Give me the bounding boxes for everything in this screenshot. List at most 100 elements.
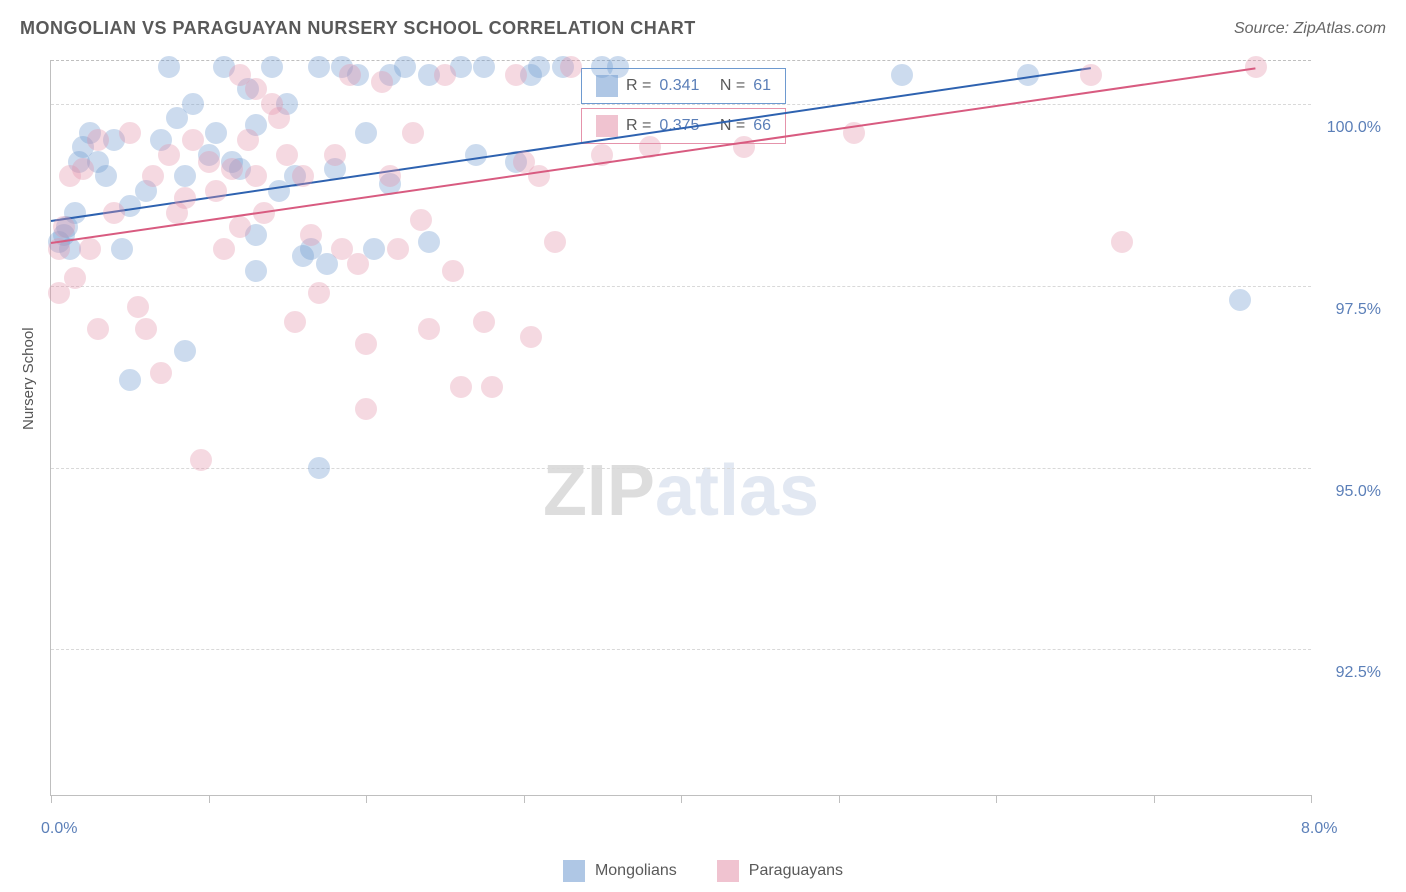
scatter-point bbox=[135, 318, 157, 340]
y-tick-label: 97.5% bbox=[1336, 301, 1381, 319]
scatter-point bbox=[300, 224, 322, 246]
legend-item-paraguayans: Paraguayans bbox=[717, 860, 843, 882]
n-value-paraguayans: 66 bbox=[753, 117, 771, 135]
scatter-point bbox=[402, 122, 424, 144]
legend-swatch-mongolians bbox=[596, 75, 618, 97]
scatter-point bbox=[355, 122, 377, 144]
scatter-point bbox=[347, 253, 369, 275]
scatter-point bbox=[481, 376, 503, 398]
r-value-mongolians: 0.341 bbox=[659, 77, 699, 95]
scatter-point bbox=[142, 165, 164, 187]
scatter-point bbox=[229, 216, 251, 238]
scatter-point bbox=[182, 93, 204, 115]
x-tick-label: 8.0% bbox=[1301, 820, 1337, 838]
scatter-point bbox=[213, 238, 235, 260]
scatter-point bbox=[64, 267, 86, 289]
x-tick bbox=[1154, 795, 1155, 803]
scatter-point bbox=[379, 165, 401, 187]
scatter-point bbox=[158, 144, 180, 166]
scatter-point bbox=[560, 56, 582, 78]
scatter-point bbox=[505, 64, 527, 86]
scatter-point bbox=[174, 165, 196, 187]
scatter-point bbox=[371, 71, 393, 93]
legend-label-mongolians: Mongolians bbox=[595, 862, 677, 880]
scatter-point bbox=[544, 231, 566, 253]
scatter-point bbox=[245, 165, 267, 187]
scatter-point bbox=[418, 318, 440, 340]
chart-title: MONGOLIAN VS PARAGUAYAN NURSERY SCHOOL C… bbox=[20, 18, 696, 39]
scatter-point bbox=[308, 56, 330, 78]
scatter-point bbox=[607, 56, 629, 78]
plot-area: ZIPatlas R = 0.341 N = 61 R = 0.375 N = … bbox=[50, 60, 1311, 796]
scatter-point bbox=[1080, 64, 1102, 86]
x-tick bbox=[209, 795, 210, 803]
x-tick bbox=[51, 795, 52, 803]
scatter-point bbox=[355, 398, 377, 420]
scatter-point bbox=[261, 56, 283, 78]
legend-item-mongolians: Mongolians bbox=[563, 860, 677, 882]
x-tick bbox=[839, 795, 840, 803]
scatter-point bbox=[205, 122, 227, 144]
y-tick-label: 92.5% bbox=[1336, 664, 1381, 682]
scatter-point bbox=[237, 129, 259, 151]
scatter-point bbox=[72, 158, 94, 180]
x-tick bbox=[681, 795, 682, 803]
gridline bbox=[51, 649, 1311, 650]
scatter-point bbox=[410, 209, 432, 231]
gridline bbox=[51, 104, 1311, 105]
scatter-point bbox=[1111, 231, 1133, 253]
watermark-prefix: ZIP bbox=[543, 451, 655, 531]
scatter-point bbox=[198, 151, 220, 173]
scatter-point bbox=[520, 326, 542, 348]
r-label: R = bbox=[626, 77, 651, 95]
scatter-point bbox=[276, 144, 298, 166]
scatter-point bbox=[891, 64, 913, 86]
scatter-point bbox=[308, 457, 330, 479]
x-tick bbox=[524, 795, 525, 803]
scatter-point bbox=[284, 311, 306, 333]
y-tick-label: 95.0% bbox=[1336, 483, 1381, 501]
n-value-mongolians: 61 bbox=[753, 77, 771, 95]
scatter-point bbox=[119, 122, 141, 144]
scatter-point bbox=[292, 165, 314, 187]
scatter-point bbox=[182, 129, 204, 151]
scatter-point bbox=[418, 231, 440, 253]
legend-label-paraguayans: Paraguayans bbox=[749, 862, 843, 880]
scatter-point bbox=[308, 282, 330, 304]
scatter-point bbox=[355, 333, 377, 355]
scatter-point bbox=[473, 56, 495, 78]
source-label: Source: ZipAtlas.com bbox=[1234, 20, 1386, 38]
x-tick bbox=[1311, 795, 1312, 803]
scatter-point bbox=[387, 238, 409, 260]
scatter-point bbox=[127, 296, 149, 318]
scatter-point bbox=[87, 129, 109, 151]
x-tick bbox=[366, 795, 367, 803]
scatter-point bbox=[190, 449, 212, 471]
scatter-point bbox=[394, 56, 416, 78]
scatter-point bbox=[174, 187, 196, 209]
scatter-point bbox=[150, 362, 172, 384]
x-tick bbox=[996, 795, 997, 803]
scatter-point bbox=[473, 311, 495, 333]
scatter-point bbox=[465, 144, 487, 166]
scatter-point bbox=[119, 369, 141, 391]
scatter-point bbox=[221, 158, 243, 180]
scatter-point bbox=[324, 144, 346, 166]
gridline bbox=[51, 468, 1311, 469]
scatter-point bbox=[528, 56, 550, 78]
gridline bbox=[51, 286, 1311, 287]
watermark-suffix: atlas bbox=[655, 451, 819, 531]
legend-swatch-paraguayans bbox=[596, 115, 618, 137]
n-label: N = bbox=[720, 77, 745, 95]
legend-bottom-swatch-mongolians bbox=[563, 860, 585, 882]
scatter-point bbox=[158, 56, 180, 78]
scatter-point bbox=[434, 64, 456, 86]
bottom-legend: Mongolians Paraguayans bbox=[0, 860, 1406, 882]
scatter-point bbox=[95, 165, 117, 187]
scatter-point bbox=[1245, 56, 1267, 78]
legend-bottom-swatch-paraguayans bbox=[717, 860, 739, 882]
scatter-point bbox=[87, 318, 109, 340]
x-tick-label: 0.0% bbox=[41, 820, 77, 838]
scatter-point bbox=[450, 376, 472, 398]
scatter-point bbox=[339, 64, 361, 86]
